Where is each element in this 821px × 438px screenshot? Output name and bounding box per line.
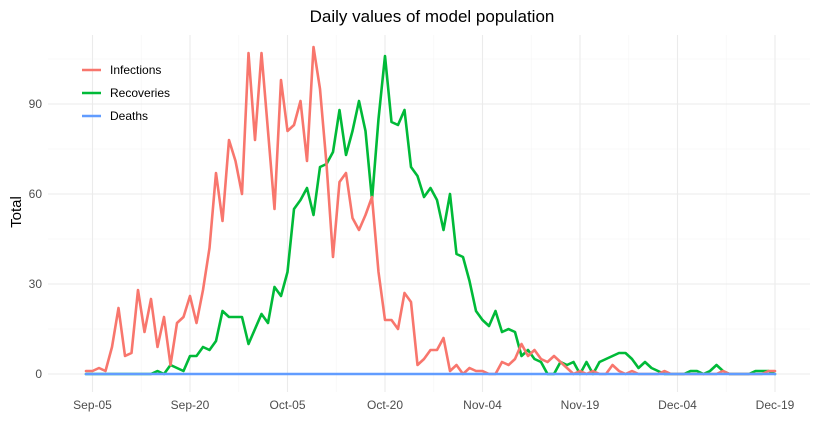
chart-title: Daily values of model population	[310, 7, 555, 26]
x-tick-label: Oct-05	[269, 398, 305, 412]
y-tick-label: 90	[29, 97, 43, 111]
y-tick-labels: 0 30 60 90	[29, 97, 43, 381]
x-tick-label: Nov-19	[561, 398, 600, 412]
series-lines	[84, 45, 777, 376]
legend-label-deaths: Deaths	[110, 109, 148, 123]
x-tick-label: Oct-20	[367, 398, 403, 412]
legend: Infections Recoveries Deaths	[82, 63, 170, 123]
legend-label-recoveries: Recoveries	[110, 86, 170, 100]
x-tick-label: Sep-05	[73, 398, 112, 412]
x-tick-label: Sep-20	[171, 398, 210, 412]
x-tick-label: Dec-04	[658, 398, 697, 412]
y-axis-label: Total	[8, 196, 25, 228]
x-tick-label: Dec-19	[756, 398, 795, 412]
x-tick-labels: Sep-05 Sep-20 Oct-05 Oct-20 Nov-04 Nov-19 Dec-…	[73, 398, 795, 412]
x-tick-label: Nov-04	[463, 398, 502, 412]
y-tick-label: 30	[29, 277, 43, 291]
legend-label-infections: Infections	[110, 63, 161, 77]
y-tick-label: 0	[35, 367, 42, 381]
y-tick-label: 60	[29, 187, 43, 201]
series-line-infections	[84, 45, 777, 376]
